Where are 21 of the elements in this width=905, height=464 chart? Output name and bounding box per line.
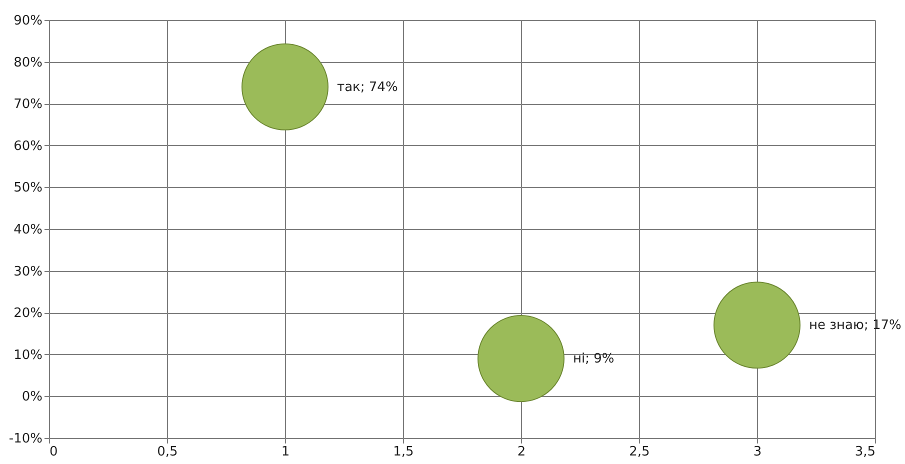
y-tick-label: 20% — [14, 306, 42, 322]
y-tick-label: 0% — [22, 390, 42, 405]
x-tick-label: 0,5 — [157, 444, 178, 460]
x-tick-label: 2,5 — [629, 444, 650, 460]
x-tick-label: 3 — [753, 444, 762, 460]
data-label: ні; 9% — [573, 352, 614, 367]
x-tick-label: 0 — [50, 444, 58, 460]
y-tick-label: 40% — [14, 222, 42, 238]
x-tick-label: 1,5 — [393, 444, 414, 460]
y-tick-label: 30% — [14, 264, 42, 280]
y-tick-label: 80% — [14, 55, 42, 70]
data-label: так; 74% — [337, 80, 398, 95]
y-tick-label: -10% — [8, 432, 42, 446]
x-tick-label: 1 — [281, 444, 290, 460]
y-tick-label: 10% — [14, 348, 42, 363]
x-tick-label: 2 — [517, 444, 526, 460]
y-tick-label: 90% — [14, 14, 42, 28]
x-tick-label: 3,5 — [854, 444, 876, 460]
y-tick-label: 60% — [14, 138, 42, 154]
y-tick-label: 50% — [14, 180, 42, 196]
y-tick-label: 70% — [14, 97, 42, 112]
